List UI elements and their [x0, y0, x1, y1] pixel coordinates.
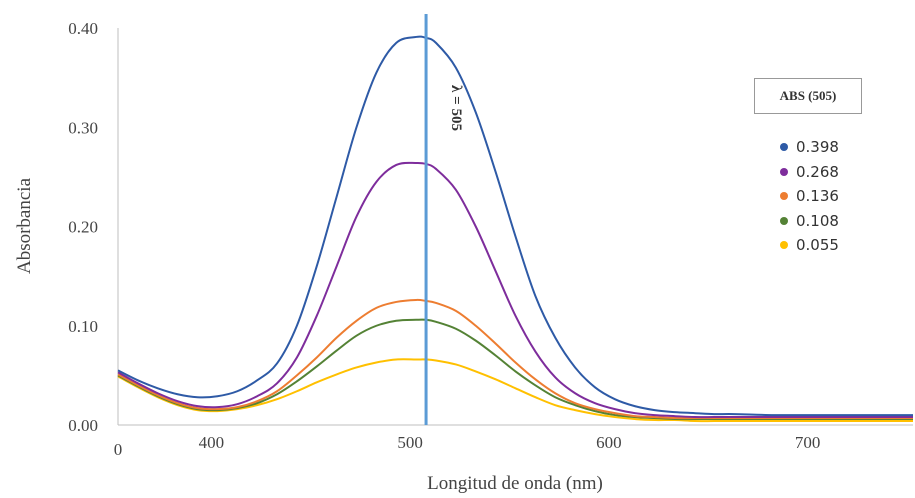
x-tick-labels: 0 400 500 600 700 [114, 433, 821, 459]
legend-swatch [780, 241, 788, 250]
legend-swatch [780, 216, 788, 225]
x-tick-label: 600 [596, 433, 622, 452]
series-lines [117, 35, 913, 423]
x-tick-label: 700 [795, 433, 821, 452]
x-tick-label: 500 [397, 433, 423, 452]
x-tick-label: 0 [114, 440, 123, 459]
legend-swatch [780, 192, 788, 201]
x-tick-label: 400 [199, 433, 225, 452]
legend: 0.398 0.268 0.136 0.108 0.055 [780, 135, 839, 258]
legend-label: 0.136 [796, 187, 839, 206]
legend-item: 0.108 [780, 209, 839, 234]
y-tick-label: 0.40 [68, 19, 98, 38]
legend-swatch [780, 143, 788, 152]
legend-title: ABS (505) [754, 78, 862, 114]
legend-label: 0.398 [796, 138, 839, 157]
legend-label: 0.268 [796, 162, 839, 181]
legend-item: 0.055 [780, 233, 839, 258]
series-line-0.268 [117, 161, 913, 419]
legend-swatch [780, 167, 788, 176]
wavelength-marker-label: λ = 505 [448, 85, 464, 131]
y-tick-label: 0.20 [68, 218, 98, 237]
y-tick-label: 0.30 [68, 118, 98, 137]
y-axis-title: Absorbancia [14, 177, 35, 274]
x-axis-title: Longitud de onda (nm) [427, 473, 603, 494]
y-tick-label: 0.00 [68, 416, 98, 435]
y-tick-labels: 0.00 0.10 0.20 0.30 0.40 [68, 19, 98, 435]
legend-item: 0.268 [780, 160, 839, 185]
y-tick-label: 0.10 [68, 317, 98, 336]
legend-label: 0.055 [796, 236, 839, 255]
legend-item: 0.398 [780, 135, 839, 160]
series-line-0.398 [117, 35, 913, 417]
legend-label: 0.108 [796, 211, 839, 230]
legend-item: 0.136 [780, 184, 839, 209]
